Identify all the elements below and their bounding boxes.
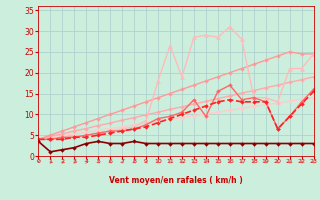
X-axis label: Vent moyen/en rafales ( km/h ): Vent moyen/en rafales ( km/h ) xyxy=(109,176,243,185)
